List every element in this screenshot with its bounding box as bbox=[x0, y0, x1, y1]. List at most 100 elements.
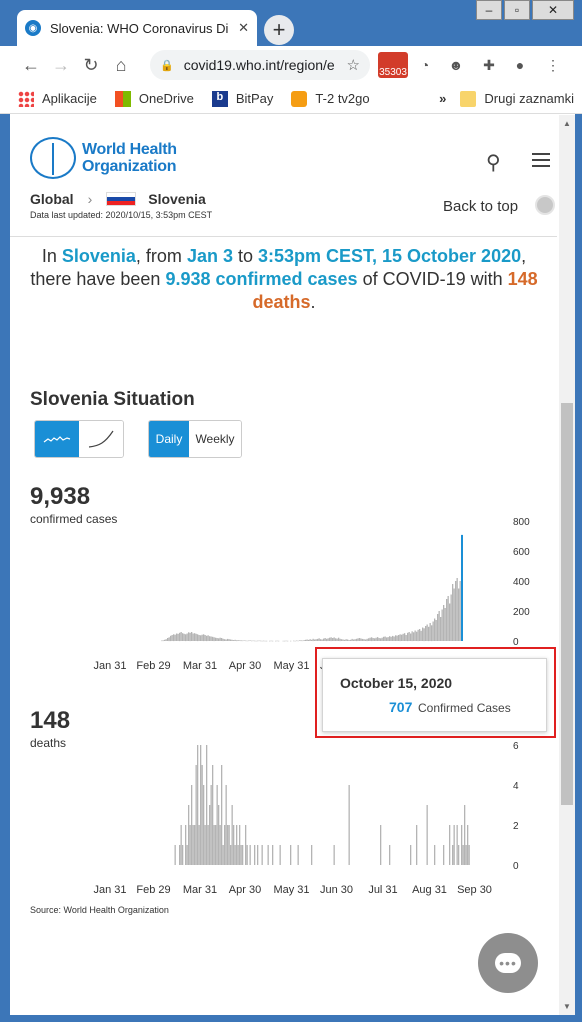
chart-bar[interactable] bbox=[425, 626, 427, 641]
bookmark-other-folder[interactable]: Drugi zaznamki bbox=[460, 90, 574, 107]
minimize-icon[interactable]: – bbox=[476, 0, 502, 20]
chart-bar[interactable] bbox=[336, 638, 338, 641]
hamburger-menu-icon[interactable] bbox=[532, 153, 550, 167]
chart-bar[interactable] bbox=[324, 638, 326, 641]
chart-bar[interactable] bbox=[398, 635, 400, 641]
chart-bar[interactable] bbox=[351, 638, 353, 641]
chart-bar[interactable] bbox=[248, 640, 250, 642]
chart-bar[interactable] bbox=[360, 638, 362, 641]
chart-bar[interactable] bbox=[234, 845, 236, 865]
chart-bar[interactable] bbox=[194, 633, 196, 641]
chart-bar[interactable] bbox=[272, 845, 274, 865]
chart-bar[interactable] bbox=[423, 628, 425, 642]
deaths-chart[interactable]: 0 2 4 6 Jan 31 Feb 29 Mar 31 Apr 30 May 31 Jun 30… bbox=[10, 730, 557, 905]
maximize-icon[interactable]: ▫ bbox=[504, 0, 530, 20]
chart-bar[interactable] bbox=[266, 640, 268, 642]
chart-bar[interactable] bbox=[384, 636, 386, 642]
chart-bar[interactable] bbox=[246, 640, 248, 642]
chart-bar[interactable] bbox=[254, 640, 256, 642]
chart-bar[interactable] bbox=[381, 637, 383, 641]
chart-bar[interactable] bbox=[458, 845, 460, 865]
chart-bar[interactable] bbox=[467, 825, 469, 865]
chart-bar[interactable] bbox=[186, 633, 188, 642]
chart-bar[interactable] bbox=[210, 636, 212, 642]
chart-bar[interactable] bbox=[374, 638, 376, 641]
chart-bar[interactable] bbox=[311, 639, 313, 641]
chart-bar[interactable] bbox=[401, 634, 403, 641]
chart-bar[interactable] bbox=[446, 599, 448, 641]
chart-bar[interactable] bbox=[195, 765, 197, 865]
chart-bar[interactable] bbox=[213, 825, 215, 865]
breadcrumb-global[interactable]: Global bbox=[30, 191, 74, 207]
chart-bar[interactable] bbox=[452, 584, 454, 641]
chart-bar[interactable] bbox=[335, 638, 337, 641]
chart-bar[interactable] bbox=[408, 632, 410, 641]
chart-bar[interactable] bbox=[215, 637, 217, 641]
chart-bar[interactable] bbox=[233, 640, 235, 641]
chart-bar[interactable] bbox=[195, 633, 197, 641]
chart-bar[interactable] bbox=[278, 640, 280, 642]
chart-bar[interactable] bbox=[287, 640, 289, 642]
chart-bar[interactable] bbox=[188, 632, 190, 641]
chart-bar[interactable] bbox=[365, 639, 367, 642]
chart-bar[interactable] bbox=[417, 629, 419, 642]
chart-bar[interactable] bbox=[221, 765, 223, 865]
chart-bar[interactable] bbox=[309, 639, 311, 641]
mail-extension-icon[interactable]: 35303 bbox=[378, 52, 408, 78]
chart-bar[interactable] bbox=[333, 637, 335, 641]
chart-bar[interactable] bbox=[302, 640, 304, 642]
chart-bar[interactable] bbox=[411, 631, 413, 642]
chart-bar[interactable] bbox=[443, 845, 445, 865]
chart-bar[interactable] bbox=[380, 638, 382, 641]
chart-bar[interactable] bbox=[326, 638, 328, 642]
chart-bar[interactable] bbox=[203, 785, 205, 865]
daily-button[interactable]: Daily bbox=[149, 421, 189, 457]
chart-bar[interactable] bbox=[422, 627, 424, 642]
extensions-puzzle-icon[interactable]: ✚ bbox=[483, 56, 495, 73]
chart-bar[interactable] bbox=[363, 639, 365, 641]
chart-bar[interactable] bbox=[342, 639, 344, 642]
chart-bar[interactable] bbox=[413, 632, 415, 641]
new-tab-button[interactable]: + bbox=[264, 15, 294, 45]
address-bar[interactable]: 🔒 covid19.who.int/region/euro/country/si… bbox=[150, 50, 370, 80]
chart-bar[interactable] bbox=[414, 630, 416, 642]
chart-bar[interactable] bbox=[198, 635, 200, 641]
chart-bar[interactable] bbox=[227, 638, 229, 641]
chart-bar[interactable] bbox=[392, 635, 394, 641]
chart-bar[interactable] bbox=[405, 635, 407, 641]
chart-bar[interactable] bbox=[284, 640, 286, 642]
chart-bar[interactable] bbox=[383, 636, 385, 641]
chart-bar[interactable] bbox=[402, 633, 404, 641]
chart-bar[interactable] bbox=[197, 634, 199, 642]
chart-bar[interactable] bbox=[224, 825, 226, 865]
chart-bar[interactable] bbox=[296, 640, 298, 642]
chart-bar[interactable] bbox=[165, 639, 167, 641]
chart-bar[interactable] bbox=[170, 635, 172, 642]
chart-bar[interactable] bbox=[236, 640, 238, 642]
chart-bar[interactable] bbox=[185, 825, 187, 865]
chart-bar[interactable] bbox=[399, 634, 401, 642]
chart-bar[interactable] bbox=[206, 745, 208, 865]
chart-bar[interactable] bbox=[251, 640, 253, 642]
chart-bar[interactable] bbox=[359, 638, 361, 641]
chart-bar[interactable] bbox=[426, 624, 428, 642]
bookmark-t2[interactable]: T-2 tv2go bbox=[291, 90, 370, 107]
chart-bar[interactable] bbox=[321, 639, 323, 642]
chart-bar[interactable] bbox=[263, 640, 265, 642]
home-icon[interactable]: ⌂ bbox=[115, 54, 127, 75]
chart-bar[interactable] bbox=[353, 639, 355, 642]
chart-bar[interactable] bbox=[209, 805, 211, 865]
scroll-down-arrow-icon[interactable]: ▼ bbox=[563, 1002, 571, 1011]
chart-bar[interactable] bbox=[458, 588, 460, 642]
chart-bar[interactable] bbox=[330, 637, 332, 642]
chart-bar[interactable] bbox=[357, 638, 359, 641]
chart-bar[interactable] bbox=[180, 825, 182, 865]
chat-button[interactable]: ••• bbox=[478, 933, 538, 993]
chart-bar[interactable] bbox=[176, 633, 178, 642]
chart-bar[interactable] bbox=[348, 640, 350, 641]
chart-bar[interactable] bbox=[233, 825, 235, 865]
chart-bar[interactable] bbox=[449, 603, 451, 642]
chart-bar[interactable] bbox=[207, 635, 209, 641]
weekly-button[interactable]: Weekly bbox=[189, 421, 241, 457]
chart-bar[interactable] bbox=[437, 614, 439, 641]
